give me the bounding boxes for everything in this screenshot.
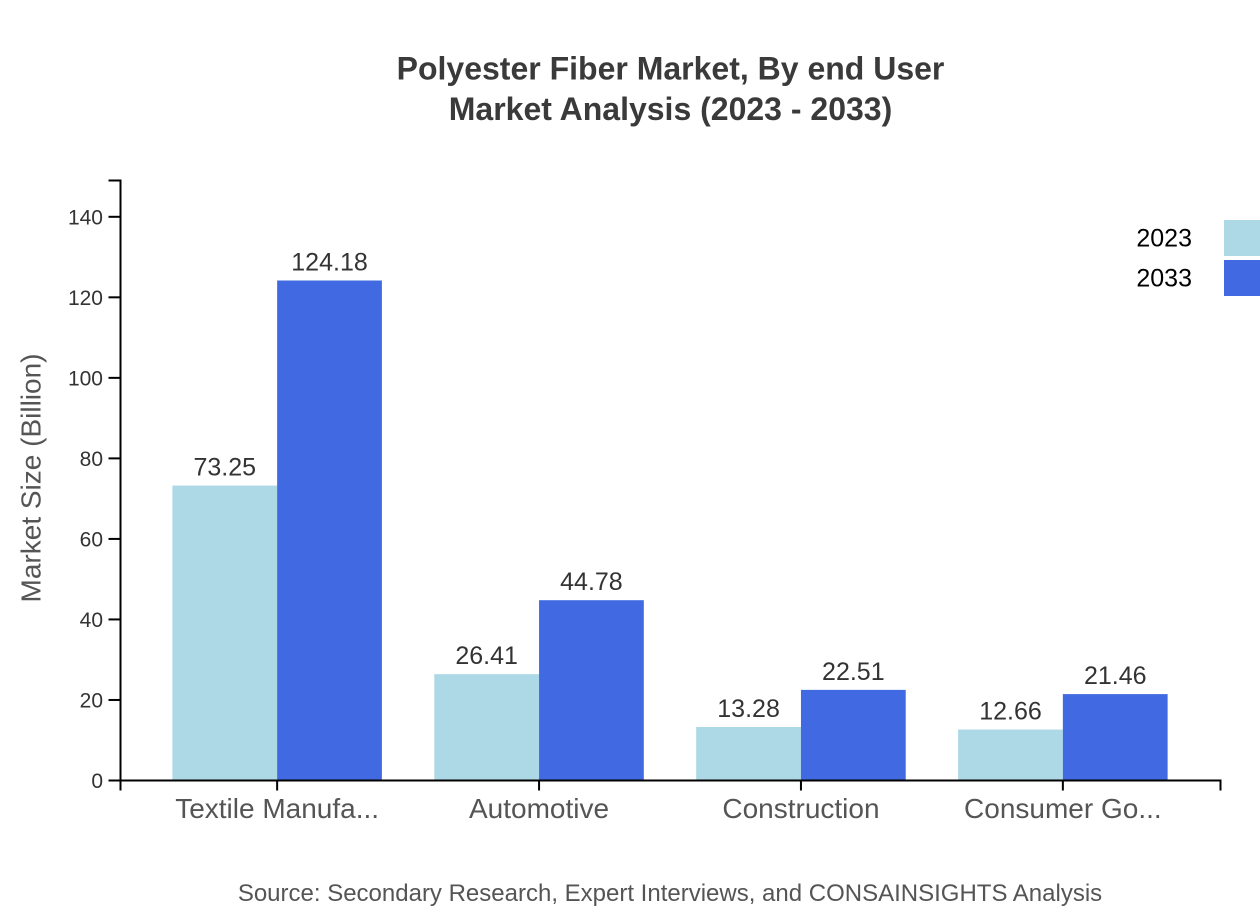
svg-text:Consumer Go...: Consumer Go...: [964, 793, 1162, 824]
svg-text:12.66: 12.66: [979, 698, 1042, 726]
svg-text:26.41: 26.41: [455, 642, 518, 670]
svg-text:21.46: 21.46: [1084, 662, 1147, 690]
svg-text:44.78: 44.78: [560, 568, 623, 596]
svg-text:Market Size (Billion): Market Size (Billion): [16, 354, 47, 603]
svg-text:Construction: Construction: [722, 793, 879, 824]
svg-text:120: 120: [68, 287, 103, 310]
svg-text:100: 100: [68, 367, 103, 390]
svg-text:20: 20: [80, 690, 103, 713]
svg-text:60: 60: [80, 528, 103, 551]
svg-text:Textile Manufa...: Textile Manufa...: [175, 793, 379, 824]
svg-text:124.18: 124.18: [291, 249, 367, 277]
svg-text:40: 40: [80, 609, 103, 632]
svg-text:Automotive: Automotive: [469, 793, 609, 824]
svg-text:80: 80: [80, 448, 103, 471]
svg-text:Market Analysis (2023 - 2033): Market Analysis (2023 - 2033): [449, 91, 893, 127]
svg-text:140: 140: [68, 206, 103, 229]
svg-text:22.51: 22.51: [822, 658, 885, 686]
svg-text:73.25: 73.25: [193, 454, 256, 482]
svg-text:2033: 2033: [1136, 264, 1192, 292]
svg-text:13.28: 13.28: [717, 695, 780, 723]
svg-text:Polyester Fiber Market, By end: Polyester Fiber Market, By end User: [397, 51, 945, 87]
svg-text:Source: Secondary Research, Ex: Source: Secondary Research, Expert Inter…: [238, 880, 1102, 907]
svg-text:0: 0: [91, 770, 103, 793]
svg-text:2023: 2023: [1136, 224, 1192, 252]
